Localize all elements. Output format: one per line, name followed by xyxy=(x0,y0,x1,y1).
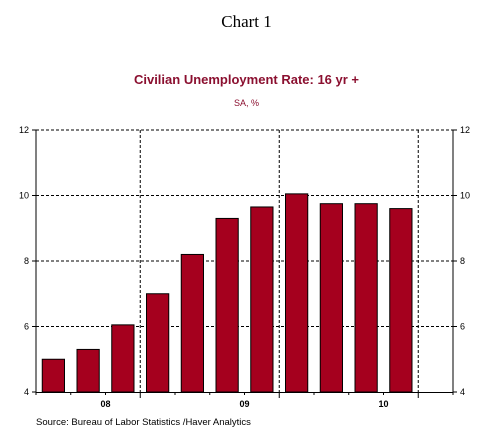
bar xyxy=(111,324,135,393)
bar xyxy=(180,253,204,393)
y-tick-label-right: 4 xyxy=(460,387,465,397)
chart-subtitle: SA, % xyxy=(233,98,259,108)
y-tick-label-right: 8 xyxy=(460,256,465,266)
bar xyxy=(41,358,65,393)
bar xyxy=(285,193,309,393)
x-year-label: 10 xyxy=(378,399,388,409)
chart-title: Civilian Unemployment Rate: 16 yr + xyxy=(133,72,360,87)
x-year-label: 08 xyxy=(100,399,110,409)
source-note: Source: Bureau of Labor Statistics /Have… xyxy=(36,417,251,428)
y-tick-label-left: 6 xyxy=(24,322,29,332)
bar xyxy=(250,206,274,393)
y-tick-label-left: 4 xyxy=(24,387,29,397)
bar xyxy=(354,203,378,393)
bar xyxy=(389,208,413,393)
y-tick-label-right: 12 xyxy=(460,125,470,135)
y-tick-label-left: 10 xyxy=(19,191,29,201)
bar xyxy=(146,293,170,393)
x-year-label: 09 xyxy=(239,399,249,409)
chart-heading: Chart 1 xyxy=(221,12,272,31)
bar xyxy=(76,348,100,393)
bar xyxy=(319,203,343,393)
y-tick-label-right: 10 xyxy=(460,191,470,201)
y-tick-label-left: 12 xyxy=(19,125,29,135)
bar xyxy=(215,217,239,393)
y-tick-label-left: 8 xyxy=(24,256,29,266)
y-tick-label-right: 6 xyxy=(460,322,465,332)
